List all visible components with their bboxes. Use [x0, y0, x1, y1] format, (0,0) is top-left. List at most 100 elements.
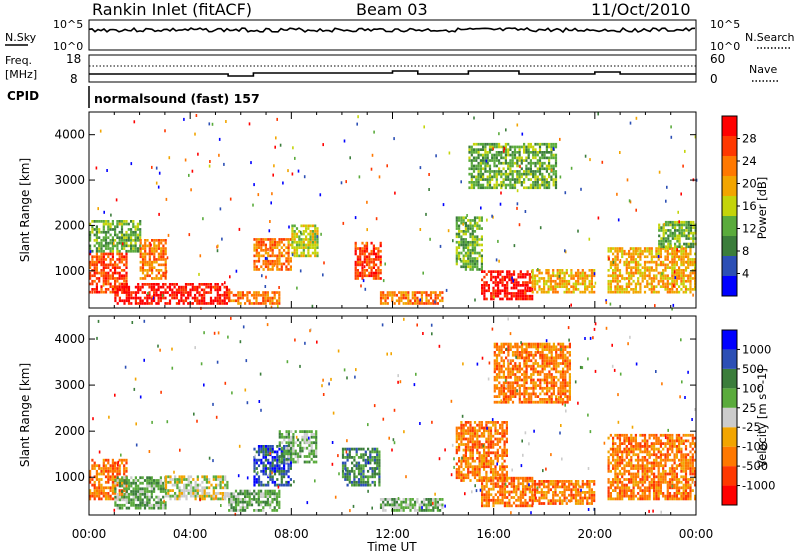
- echo-cell: [694, 288, 697, 291]
- echo-cell: [130, 247, 133, 250]
- echo-speck: [382, 279, 385, 283]
- echo-cell: [487, 459, 490, 463]
- echo-cell: [469, 462, 472, 466]
- echo-cell: [502, 161, 505, 165]
- echo-cell: [359, 255, 362, 259]
- echo-cell: [480, 476, 483, 480]
- echo-cell: [264, 483, 267, 487]
- echo-cell: [548, 164, 551, 168]
- echo-cell: [368, 266, 371, 269]
- echo-cell: [628, 249, 631, 253]
- echo-cell: [423, 500, 426, 504]
- echo-cell: [280, 265, 283, 269]
- echo-cell: [487, 432, 490, 435]
- echo-cell: [525, 151, 528, 154]
- echo-cell: [141, 258, 145, 261]
- echo-cell: [255, 251, 258, 255]
- echo-cell: [584, 282, 587, 286]
- echo-cell: [487, 434, 490, 438]
- echo-cell: [515, 504, 518, 508]
- echo-cell: [478, 451, 481, 455]
- echo-cell: [269, 243, 272, 247]
- echo-cell: [291, 246, 294, 249]
- echo-cell: [513, 181, 517, 184]
- echo-speck: [452, 239, 454, 243]
- echo-cell: [476, 479, 479, 482]
- echo-cell: [228, 291, 231, 294]
- echo-cell: [676, 245, 679, 249]
- echo-cell: [545, 269, 548, 272]
- echo-cell: [545, 181, 548, 184]
- echo-cell: [248, 302, 251, 305]
- echo-cell: [484, 151, 487, 154]
- echo-cell: [264, 503, 267, 507]
- echo-cell: [253, 262, 256, 266]
- echo-cell: [359, 252, 362, 256]
- echo-cell: [646, 279, 649, 283]
- echo-cell: [659, 263, 662, 267]
- echo-cell: [532, 153, 535, 157]
- echo-cell: [310, 433, 313, 436]
- echo-cell: [584, 279, 587, 283]
- echo-cell: [538, 271, 541, 275]
- echo-cell: [280, 450, 283, 454]
- echo-cell: [540, 290, 543, 294]
- echo-cell: [667, 242, 670, 246]
- echo-cell: [91, 258, 94, 261]
- echo-cell: [271, 475, 274, 479]
- echo-cell: [671, 279, 674, 283]
- echo-cell: [123, 503, 126, 507]
- echo-cell: [476, 251, 479, 255]
- echo-cell: [95, 472, 98, 476]
- echo-cell: [118, 260, 121, 264]
- echo-cell: [257, 480, 261, 484]
- echo-cell: [673, 290, 676, 294]
- echo-cell: [132, 481, 135, 485]
- echo-cell: [205, 283, 208, 286]
- echo-speck: [460, 180, 462, 184]
- echo-cell: [116, 247, 119, 250]
- echo-cell: [588, 290, 591, 294]
- echo-cell: [469, 249, 472, 252]
- echo-speck: [269, 220, 271, 223]
- echo-cell: [291, 243, 294, 247]
- echo-cell: [262, 302, 265, 305]
- freq-panel: Freq. [MHz] 18 8 60 0 Nave: [5, 52, 778, 86]
- echo-cell: [95, 492, 98, 495]
- echo-cell: [93, 494, 96, 498]
- echo-cell: [269, 238, 272, 241]
- echo-cell: [301, 438, 304, 442]
- echo-cell: [641, 274, 644, 278]
- echo-cell: [132, 249, 135, 253]
- echo-cell: [432, 299, 435, 303]
- echo-cell: [144, 269, 147, 272]
- echo-cell: [504, 142, 507, 146]
- echo-cell: [267, 268, 270, 271]
- echo-cell: [125, 271, 128, 275]
- echo-cell: [271, 268, 274, 271]
- echo-cell: [464, 476, 467, 480]
- echo-cell: [501, 432, 504, 435]
- echo-cell: [486, 186, 489, 190]
- echo-cell: [659, 255, 662, 259]
- echo-cell: [125, 283, 128, 286]
- echo-cell: [523, 172, 526, 176]
- echo-cell: [144, 255, 147, 259]
- echo-speck: [559, 137, 561, 141]
- echo-cell: [520, 175, 523, 179]
- echo-cell: [341, 456, 345, 459]
- echo-cell: [153, 503, 156, 507]
- echo-cell: [123, 302, 126, 305]
- echo-cell: [125, 490, 128, 493]
- echo-cell: [109, 263, 112, 267]
- echo-cell: [487, 443, 490, 446]
- echo-cell: [121, 285, 124, 289]
- echo-cell: [362, 472, 365, 476]
- echo-cell: [473, 216, 477, 220]
- echo-cell: [643, 247, 647, 250]
- echo-cell: [361, 241, 364, 245]
- echo-cell: [283, 447, 286, 451]
- echo-cell: [290, 430, 293, 433]
- echo-cell: [487, 462, 490, 466]
